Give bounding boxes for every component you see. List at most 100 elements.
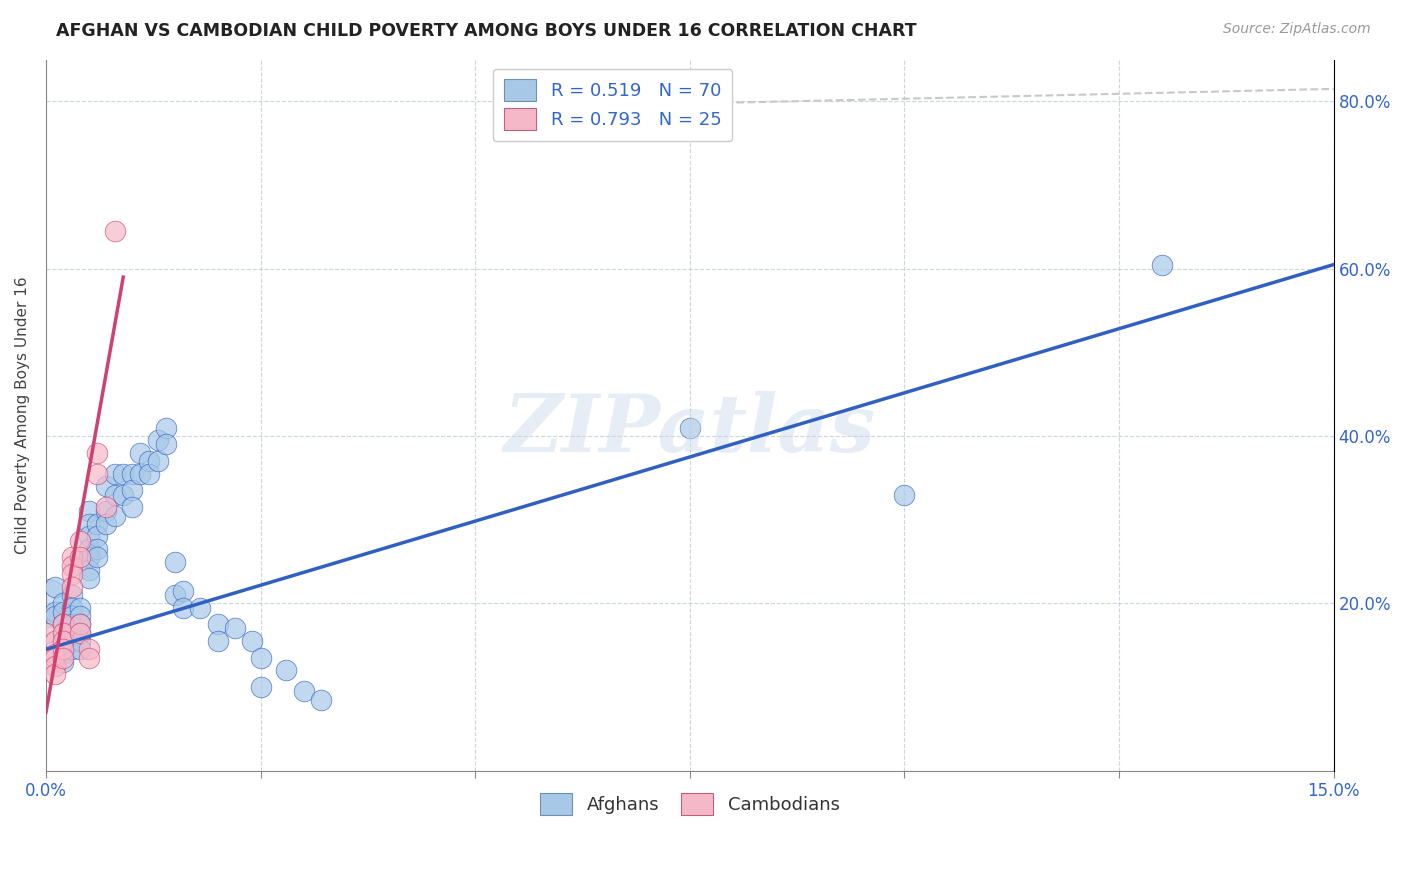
Point	[249, 650, 271, 665]
Point	[86, 541, 108, 556]
Point	[104, 467, 127, 481]
Point	[60, 625, 83, 640]
Point	[77, 650, 100, 665]
Point	[52, 634, 75, 648]
Point	[69, 608, 91, 623]
Point	[60, 608, 83, 623]
Point	[44, 650, 66, 665]
Point	[60, 588, 83, 602]
Point	[52, 617, 75, 632]
Point	[77, 529, 100, 543]
Point	[35, 596, 58, 610]
Point	[138, 467, 160, 481]
Point	[86, 467, 108, 481]
Point	[146, 434, 169, 448]
Point	[60, 617, 83, 632]
Point	[77, 504, 100, 518]
Point	[52, 625, 75, 640]
Point	[60, 550, 83, 565]
Point	[163, 588, 186, 602]
Point	[60, 600, 83, 615]
Point	[172, 600, 194, 615]
Point	[121, 500, 143, 515]
Point	[69, 533, 91, 548]
Point	[60, 558, 83, 573]
Point	[60, 567, 83, 582]
Point	[207, 634, 229, 648]
Point	[94, 516, 117, 531]
Point	[121, 467, 143, 481]
Point	[52, 617, 75, 632]
Point	[52, 642, 75, 657]
Point	[52, 625, 75, 640]
Point	[86, 516, 108, 531]
Point	[52, 647, 75, 661]
Point	[163, 555, 186, 569]
Point	[104, 224, 127, 238]
Point	[224, 622, 246, 636]
Point	[77, 571, 100, 585]
Point	[292, 684, 315, 698]
Point	[69, 600, 91, 615]
Point	[69, 550, 91, 565]
Point	[60, 634, 83, 648]
Point	[52, 605, 75, 619]
Point	[69, 634, 91, 648]
Point	[129, 446, 152, 460]
Point	[138, 454, 160, 468]
Point	[77, 516, 100, 531]
Point	[276, 663, 298, 677]
Text: Source: ZipAtlas.com: Source: ZipAtlas.com	[1223, 22, 1371, 37]
Point	[44, 605, 66, 619]
Text: ZIPatlas: ZIPatlas	[503, 391, 876, 468]
Point	[77, 550, 100, 565]
Point	[112, 488, 135, 502]
Point	[155, 437, 177, 451]
Point	[86, 529, 108, 543]
Point	[44, 608, 66, 623]
Point	[104, 488, 127, 502]
Legend: Afghans, Cambodians: Afghans, Cambodians	[529, 782, 851, 826]
Point	[44, 667, 66, 681]
Point	[69, 625, 91, 640]
Point	[60, 580, 83, 594]
Point	[240, 634, 263, 648]
Point	[104, 508, 127, 523]
Point	[44, 580, 66, 594]
Point	[172, 583, 194, 598]
Point	[44, 634, 66, 648]
Point	[77, 563, 100, 577]
Point	[1150, 258, 1173, 272]
Point	[94, 479, 117, 493]
Point	[44, 659, 66, 673]
Point	[129, 467, 152, 481]
Point	[69, 642, 91, 657]
Point	[69, 617, 91, 632]
Point	[77, 541, 100, 556]
Point	[94, 500, 117, 515]
Point	[52, 650, 75, 665]
Point	[86, 446, 108, 460]
Point	[60, 642, 83, 657]
Point	[52, 596, 75, 610]
Y-axis label: Child Poverty Among Boys Under 16: Child Poverty Among Boys Under 16	[15, 277, 30, 554]
Point	[155, 420, 177, 434]
Text: AFGHAN VS CAMBODIAN CHILD POVERTY AMONG BOYS UNDER 16 CORRELATION CHART: AFGHAN VS CAMBODIAN CHILD POVERTY AMONG …	[56, 22, 917, 40]
Point	[309, 692, 332, 706]
Point	[112, 467, 135, 481]
Point	[146, 454, 169, 468]
Point	[94, 504, 117, 518]
Point	[249, 680, 271, 694]
Point	[35, 625, 58, 640]
Point	[121, 483, 143, 498]
Point	[69, 625, 91, 640]
Point	[86, 550, 108, 565]
Point	[679, 420, 702, 434]
Point	[52, 634, 75, 648]
Point	[69, 617, 91, 632]
Point	[893, 488, 915, 502]
Point	[77, 642, 100, 657]
Point	[190, 600, 212, 615]
Point	[52, 655, 75, 669]
Point	[207, 617, 229, 632]
